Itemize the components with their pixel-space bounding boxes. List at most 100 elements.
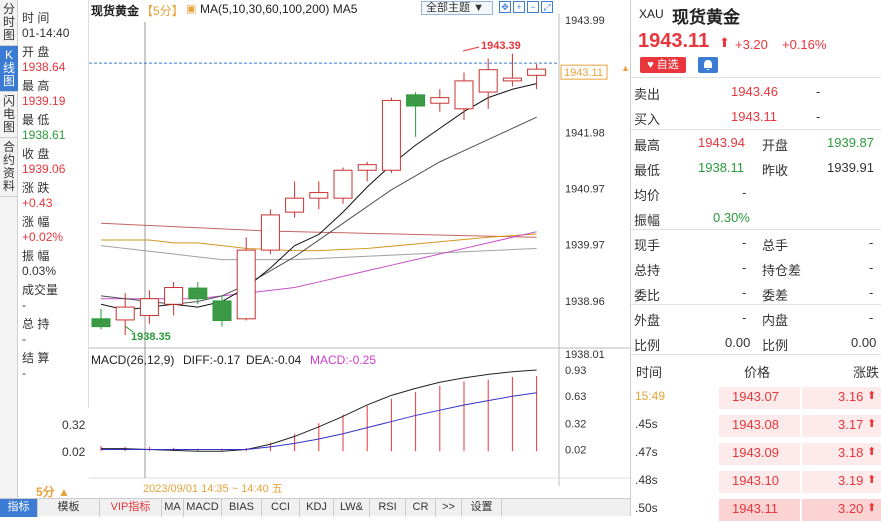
symbol-code: XAU bbox=[639, 7, 664, 21]
price-axis-label: 1938.96 bbox=[565, 296, 605, 308]
tab-ma[interactable]: MA bbox=[162, 499, 184, 517]
low-label: 最 低 bbox=[22, 113, 50, 127]
candle-body bbox=[236, 249, 256, 320]
add-favorite-button[interactable]: ♥ 自选 bbox=[640, 57, 686, 73]
tab-cci[interactable]: CCI bbox=[262, 499, 300, 517]
tab-bias[interactable]: BIAS bbox=[222, 499, 262, 517]
vol-value: - bbox=[742, 235, 747, 250]
expand-icon[interactable]: ⤢ bbox=[541, 1, 553, 13]
tick-change: 3.19 bbox=[838, 473, 864, 488]
price-axis-label: 1938.01 bbox=[565, 349, 605, 361]
tick-change: 3.17 bbox=[838, 417, 864, 432]
alert-bell-button[interactable] bbox=[698, 57, 718, 73]
tab-indicator[interactable]: 指标 bbox=[0, 499, 38, 517]
move-icon[interactable]: ✥ bbox=[499, 1, 511, 13]
up-arrow-icon: ⬆ bbox=[867, 390, 877, 402]
max-price-label: 1943.39 bbox=[481, 40, 521, 52]
tab-kdj[interactable]: KDJ bbox=[300, 499, 334, 517]
tab-lw[interactable]: LW& bbox=[334, 499, 370, 517]
tick-change-bg bbox=[802, 471, 881, 493]
candle-body bbox=[527, 68, 547, 76]
order-ratio-value: - bbox=[742, 285, 747, 300]
bid-row: 卖出 1943.46 - bbox=[631, 80, 881, 105]
hold-change-value: - bbox=[869, 260, 874, 275]
ratio2-label: 比例 bbox=[762, 338, 789, 353]
change-value: +0.43 bbox=[22, 196, 53, 210]
divider bbox=[631, 77, 881, 78]
tab-rsi[interactable]: RSI bbox=[370, 499, 406, 517]
zoom-out-icon[interactable]: − bbox=[527, 1, 539, 13]
tick-time: .48s bbox=[635, 473, 658, 487]
tick-price: 1943.10 bbox=[732, 473, 779, 488]
tick-row: .45s 1943.08 3.17 ⬆ bbox=[631, 413, 881, 439]
chart-canvas[interactable]: 1943.99 1941.98 1940.97 1939.97 1938.96 1938.… bbox=[89, 0, 630, 498]
theme-label: 全部主题 bbox=[426, 2, 470, 14]
avg-row: 均价 - bbox=[631, 181, 881, 206]
tick-price-bg bbox=[719, 443, 800, 465]
tick-price-bg bbox=[719, 415, 800, 437]
ask-row: 买入 1943.11 - bbox=[631, 105, 881, 130]
amp-row: 振幅 0.30% bbox=[631, 206, 881, 231]
tab-vip-indicator[interactable]: VIP指标 bbox=[100, 499, 162, 517]
price-change-pct: +0.16% bbox=[782, 37, 827, 52]
tab-more[interactable]: >> bbox=[436, 499, 462, 517]
open-value: 1939.87 bbox=[827, 135, 874, 150]
tick-time: .45s bbox=[635, 417, 658, 431]
high-value: 1939.19 bbox=[22, 94, 66, 108]
zoom-in-icon[interactable]: + bbox=[513, 1, 525, 13]
candle-body bbox=[381, 99, 401, 171]
kline-chart[interactable]: 1943.99 1941.98 1940.97 1939.97 1938.96 1938.… bbox=[89, 0, 630, 498]
low-label: 最低 bbox=[634, 163, 661, 178]
tab-template[interactable]: 模板 bbox=[38, 499, 100, 517]
tab-flash[interactable]: 闪电图 bbox=[0, 92, 18, 138]
total-vol-label: 总手 bbox=[762, 238, 789, 253]
macd-dea: DEA:-0.04 bbox=[246, 353, 302, 367]
period-selector[interactable]: 5分 ▲ bbox=[36, 485, 70, 499]
change-label: 涨 跌 bbox=[22, 181, 50, 195]
tab-timeshare[interactable]: 分时图 bbox=[0, 0, 18, 46]
low-prev-row: 最低 1938.11 昨收 1939.91 bbox=[631, 156, 881, 181]
macd-axis-label: 0.93 bbox=[565, 365, 586, 377]
up-arrow-icon: ⬆ bbox=[867, 418, 877, 430]
tick-price: 1943.07 bbox=[732, 389, 779, 404]
theme-dropdown[interactable]: 全部主题 ▼ bbox=[421, 1, 493, 15]
amplitude-value: 0.03% bbox=[22, 264, 57, 278]
ma-legend: MA(5,10,30,60,100,200) MA5 bbox=[200, 2, 358, 16]
tab-cr[interactable]: CR bbox=[406, 499, 436, 517]
candle-body bbox=[285, 197, 305, 213]
bell-icon bbox=[704, 60, 712, 70]
candle-body bbox=[454, 80, 474, 110]
chart-title: 现货黄金 bbox=[91, 4, 140, 18]
tab-contract-info[interactable]: 合约资料 bbox=[0, 138, 18, 197]
inner-label: 内盘 bbox=[762, 313, 789, 328]
candle-body bbox=[164, 287, 184, 305]
hold-label: 总 持 bbox=[22, 317, 50, 331]
close-label: 收 盘 bbox=[22, 147, 50, 161]
high-open-row: 最高 1943.94 开盘 1939.87 bbox=[631, 131, 881, 156]
tab-macd[interactable]: MACD bbox=[184, 499, 222, 517]
order-row: 委比 - 委差 - bbox=[631, 281, 881, 306]
candle-body bbox=[478, 69, 498, 93]
up-arrow-icon: ⬆ bbox=[867, 502, 877, 514]
up-arrow-icon: ⬆ bbox=[867, 446, 877, 458]
low-value: 1938.61 bbox=[22, 128, 66, 142]
last-price: 1943.11 bbox=[638, 30, 710, 52]
ma10-line bbox=[100, 116, 537, 305]
ratio-label: 比例 bbox=[634, 338, 661, 353]
bid-volume: - bbox=[816, 84, 821, 99]
amp-value: 0.30% bbox=[713, 210, 750, 225]
ratio-value: 0.00 bbox=[725, 335, 751, 350]
macd-left-label: 0.32 bbox=[62, 418, 86, 432]
high-value: 1943.94 bbox=[698, 135, 745, 150]
candle-body bbox=[139, 298, 159, 316]
outer-label: 外盘 bbox=[634, 313, 661, 328]
tab-settings[interactable]: 设置 bbox=[462, 499, 502, 517]
ask-label: 买入 bbox=[634, 112, 661, 127]
price-change: +3.20 bbox=[735, 37, 768, 52]
ratio-row: 比例 0.00 比例 0.00 bbox=[631, 331, 881, 356]
hold-value: - bbox=[742, 260, 747, 275]
tab-kline[interactable]: K线图 bbox=[0, 46, 18, 92]
dea-line bbox=[101, 392, 537, 451]
pct-label: 涨 幅 bbox=[22, 215, 50, 229]
candle-body bbox=[260, 214, 280, 251]
